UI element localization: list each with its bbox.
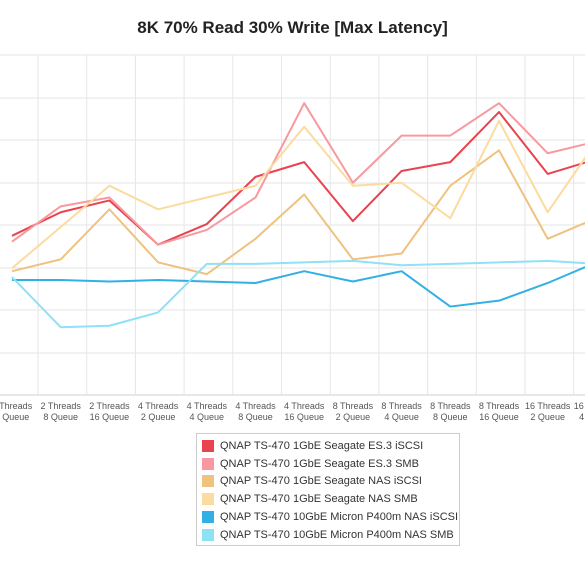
legend-item[interactable]: QNAP TS-470 1GbE Seagate NAS iSCSI	[202, 473, 459, 491]
legend-swatch	[202, 475, 214, 488]
legend-label: QNAP TS-470 10GbE Micron P400m NAS SMB	[220, 528, 454, 541]
legend-swatch	[202, 457, 214, 470]
x-tick-label: 8 Threads 4 Queue	[381, 401, 422, 422]
x-tick-label: 4 Threads 8 Queue	[235, 401, 276, 422]
legend-item[interactable]: QNAP TS-470 10GbE Micron P400m NAS iSCSI	[202, 508, 459, 526]
x-tick-label: 8 Threads 2 Queue	[333, 401, 374, 422]
x-tick-label: 4 Threads 4 Queue	[187, 401, 228, 422]
legend-swatch	[202, 493, 214, 506]
legend: QNAP TS-470 1GbE Seagate ES.3 iSCSI QNAP …	[196, 433, 460, 546]
legend-label: QNAP TS-470 1GbE Seagate ES.3 SMB	[220, 457, 419, 470]
x-tick-label: 16 Threads 2 Queue	[525, 401, 571, 422]
legend-item[interactable]: QNAP TS-470 1GbE Seagate ES.3 iSCSI	[202, 437, 459, 455]
grid-lines	[0, 54, 585, 396]
legend-item[interactable]: QNAP TS-470 1GbE Seagate NAS SMB	[202, 490, 459, 508]
x-tick-label: 4 Threads 16 Queue	[284, 401, 325, 422]
legend-label: QNAP TS-470 1GbE Seagate NAS SMB	[220, 493, 418, 506]
legend-label: QNAP TS-470 10GbE Micron P400m NAS iSCSI	[220, 511, 459, 524]
legend-item[interactable]: QNAP TS-470 10GbE Micron P400m NAS SMB	[202, 526, 459, 544]
series-line-2	[11, 102, 585, 246]
legend-swatch	[202, 439, 214, 452]
series-line-6	[11, 259, 585, 329]
series-line-4	[11, 119, 585, 270]
x-tick-label: 2 Threads 16 Queue	[89, 401, 130, 422]
series-line-3	[11, 149, 585, 276]
x-tick-label: 4 Threads 2 Queue	[138, 401, 179, 422]
legend-swatch	[202, 511, 214, 524]
legend-label: QNAP TS-470 1GbE Seagate NAS iSCSI	[220, 475, 422, 488]
x-tick-label: 2 Threads 8 Queue	[41, 401, 82, 422]
series-lines	[11, 102, 585, 329]
chart-title: 8K 70% Read 30% Write [Max Latency]	[137, 18, 448, 37]
x-tick-label: 8 Threads 8 Queue	[430, 401, 471, 422]
legend-item[interactable]: QNAP TS-470 1GbE Seagate ES.3 SMB	[202, 455, 459, 473]
legend-label: QNAP TS-470 1GbE Seagate ES.3 iSCSI	[220, 439, 424, 452]
x-tick-label: 8 Threads 16 Queue	[479, 401, 520, 422]
series-line-1	[11, 111, 585, 246]
legend-swatch	[202, 528, 214, 541]
series-line-5	[12, 266, 585, 308]
